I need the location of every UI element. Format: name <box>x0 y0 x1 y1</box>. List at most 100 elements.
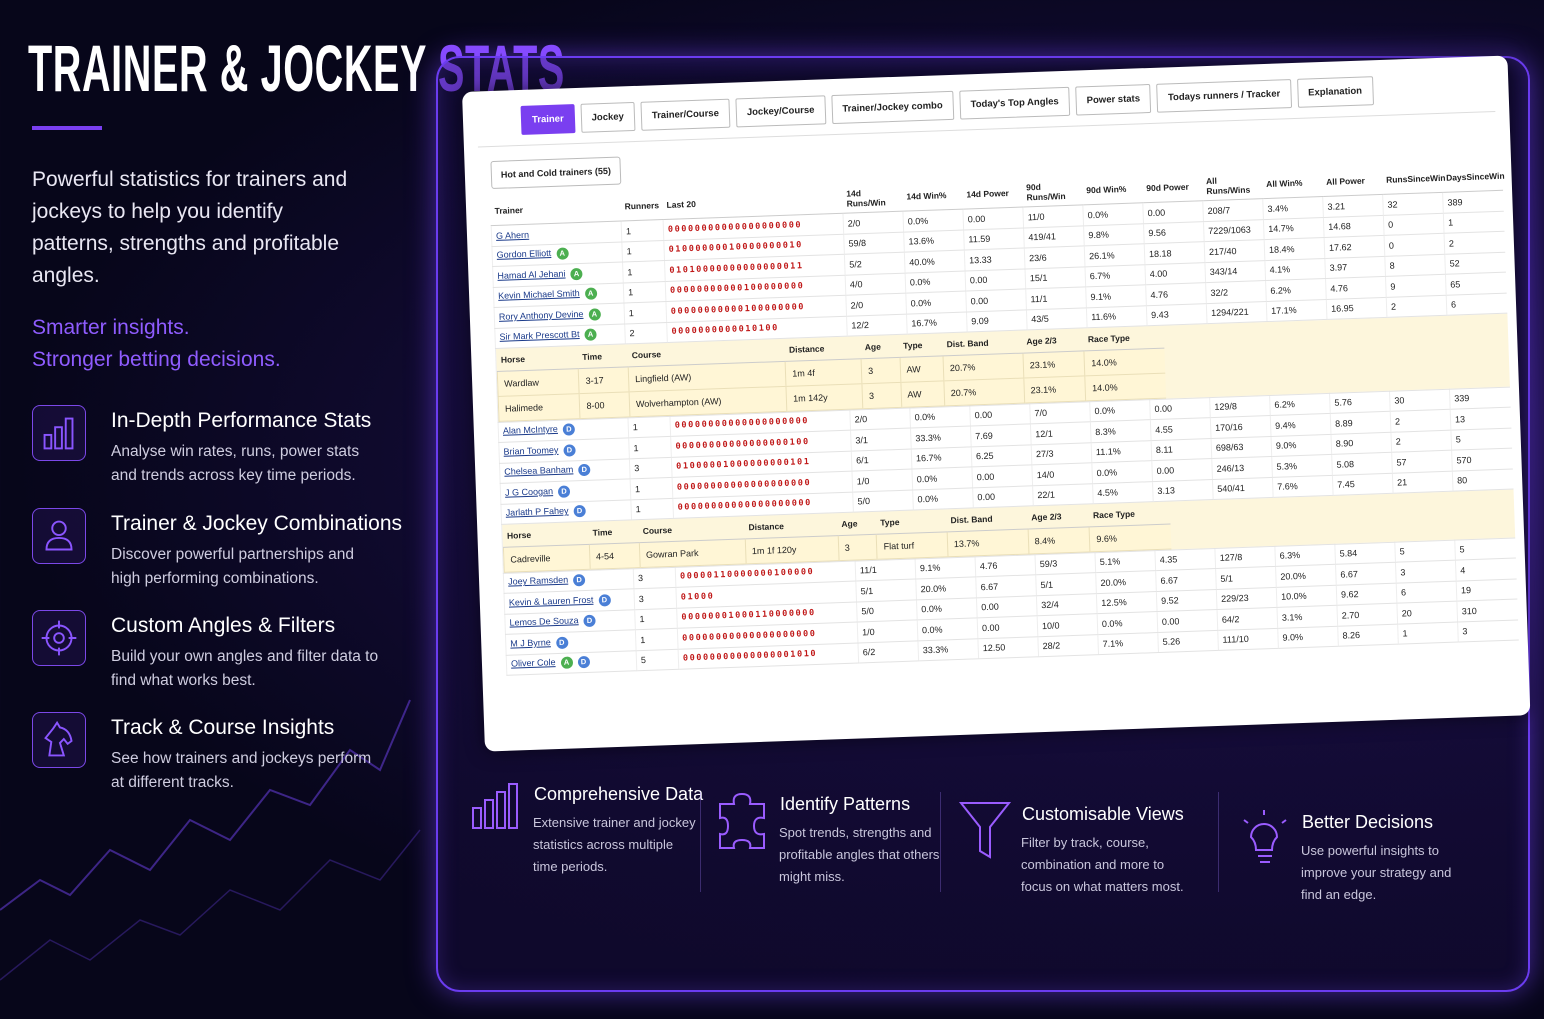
tab[interactable]: Trainer <box>520 104 576 135</box>
stat-cell: 6.67 <box>1155 568 1217 592</box>
trainer-name[interactable]: Kevin & Lauren Frost <box>508 594 594 608</box>
trainer-name[interactable]: Chelsea Banham <box>504 464 574 478</box>
trainer-name[interactable]: Jarlath P Fahey <box>505 505 569 518</box>
benefit-icon <box>719 792 765 849</box>
separator <box>940 792 941 892</box>
stat-cell: 11/1 <box>1025 286 1087 310</box>
stat-cell: 28/2 <box>1037 634 1099 657</box>
runner-cell: Flat turf <box>876 531 948 559</box>
benefit: Identify Patterns Spot trends, strengths … <box>716 788 971 918</box>
stat-cell: 6.2% <box>1269 392 1331 416</box>
stat-cell: 0.00 <box>977 615 1038 639</box>
stat-cell: 0.00 <box>962 206 1024 230</box>
benefit-text: Spot trends, strengths and profitable an… <box>779 825 940 884</box>
trainer-name[interactable]: Oliver Cole <box>510 657 556 669</box>
trainer-name[interactable]: Joey Ramsden <box>507 574 569 587</box>
stat-cell: 9.0% <box>1277 625 1339 649</box>
runners-column: Race Type <box>1088 501 1171 527</box>
benefit-title: Identify Patterns <box>780 794 911 814</box>
trainer-name[interactable]: J G Coogan <box>504 485 554 498</box>
stat-cell: 9.56 <box>1143 221 1205 244</box>
tab[interactable]: Jockey <box>580 101 636 133</box>
tab[interactable]: Explanation <box>1296 76 1374 108</box>
stat-cell: 32 <box>1382 192 1444 215</box>
stat-cell: 0.00 <box>1142 200 1204 224</box>
feature: Custom Angles & Filters Build your own an… <box>32 610 412 700</box>
stat-cell: 9.1% <box>915 556 976 579</box>
runners-column: Age <box>860 334 900 359</box>
badge: A <box>570 267 583 281</box>
badge: D <box>598 593 611 607</box>
benefit-title: Comprehensive Data <box>534 784 704 804</box>
benefit-text: Extensive trainer and jockey statistics … <box>533 815 696 874</box>
column-header: 90d Win% <box>1081 174 1143 205</box>
app-screen: Trainer Jockey Trainer/Course Jockey/Course… <box>462 55 1531 752</box>
stat-cell: 5.08 <box>1331 452 1393 475</box>
tab[interactable]: Jockey/Course <box>735 95 826 128</box>
feature-text: Build your own angles and filter data to… <box>111 648 379 689</box>
runner-cell: 3 <box>862 381 902 409</box>
stat-cell: 20.0% <box>1275 564 1337 587</box>
stat-cell: 5.84 <box>1334 541 1396 565</box>
stat-cell: 8.3% <box>1090 419 1152 443</box>
stat-cell: 0.0% <box>1089 399 1151 422</box>
stat-cell: 21 <box>1392 470 1454 494</box>
stat-cell: 17.1% <box>1266 298 1327 322</box>
intro: Powerful statistics for trainers and joc… <box>32 168 348 287</box>
runner-cell: 20.7% <box>943 352 1024 381</box>
badge: D <box>573 505 586 518</box>
runner-cell: 1m 4f <box>785 358 863 386</box>
runners-column: Age <box>837 511 877 536</box>
stat-cell: 14.68 <box>1323 214 1385 238</box>
stat-cell: 7.6% <box>1272 474 1334 498</box>
trainer-name[interactable]: Hamad Al Jehani <box>497 268 566 281</box>
tab[interactable]: Todays runners / Tracker <box>1156 79 1292 113</box>
stat-cell: 9 <box>1385 274 1447 297</box>
stat-cell: 6.2% <box>1265 278 1327 302</box>
stat-cell: 217/40 <box>1204 239 1265 263</box>
stat-cell: 2 <box>1444 231 1505 254</box>
trainer-name[interactable]: G Ahern <box>495 229 530 241</box>
stat-cell: 419/41 <box>1023 225 1085 248</box>
badge: D <box>572 574 586 587</box>
stat-cell: 3 <box>1457 619 1519 643</box>
feature: In-Depth Performance Stats Analyse win ra… <box>32 405 412 495</box>
badge: A <box>588 308 601 321</box>
runner-cell: AW <box>900 380 945 407</box>
stat-cell: 8.26 <box>1337 623 1399 647</box>
trainer-name[interactable]: Alan McIntyre <box>502 424 559 437</box>
stat-cell: 4.76 <box>1145 282 1207 306</box>
feature-icon <box>32 508 86 564</box>
runner-cell: Gowran Park <box>639 538 746 568</box>
stat-cell: 3 <box>633 587 677 610</box>
trainer-name[interactable]: M J Byrne <box>510 636 551 649</box>
stat-cell: 9.0% <box>1270 433 1332 457</box>
stat-cell: 6 <box>1396 580 1457 604</box>
filter-button[interactable]: Hot and Cold trainers (55) <box>490 156 622 190</box>
stat-cell: 1 <box>635 628 679 651</box>
trainer-name[interactable]: Rory Anthony Devine <box>498 308 584 322</box>
stat-cell: 2 <box>1390 429 1452 453</box>
runner-cell: 3 <box>837 533 878 561</box>
badge: D <box>563 444 576 457</box>
tab[interactable]: Trainer/Course <box>640 98 731 131</box>
stat-cell: 0.00 <box>1157 609 1218 633</box>
stat-cell: 12/2 <box>846 313 908 337</box>
runners-column: Type <box>898 333 944 357</box>
trainer-name[interactable]: Brian Toomey <box>503 444 559 457</box>
tab[interactable]: Trainer/Jockey combo <box>830 90 955 125</box>
stat-cell: 7.69 <box>970 423 1032 447</box>
stat-cell: 4.55 <box>1150 417 1212 441</box>
trainer-name[interactable]: Gordon Elliott <box>496 248 552 261</box>
trainer-name[interactable]: Kevin Michael Smith <box>497 288 580 302</box>
trainer-name[interactable]: Lemos De Souza <box>509 615 579 628</box>
tab[interactable]: Today's Top Angles <box>959 86 1071 120</box>
stat-cell: 13.33 <box>964 247 1026 271</box>
runner-cell: 8.4% <box>1027 526 1091 554</box>
benefit-text: Use powerful insights to improve your st… <box>1301 843 1452 902</box>
tab[interactable]: Power stats <box>1075 83 1152 116</box>
stat-cell: 23/6 <box>1024 245 1085 269</box>
trainer-name[interactable]: Sir Mark Prescott Bt <box>499 329 580 343</box>
stat-cell: 6.25 <box>971 444 1032 467</box>
